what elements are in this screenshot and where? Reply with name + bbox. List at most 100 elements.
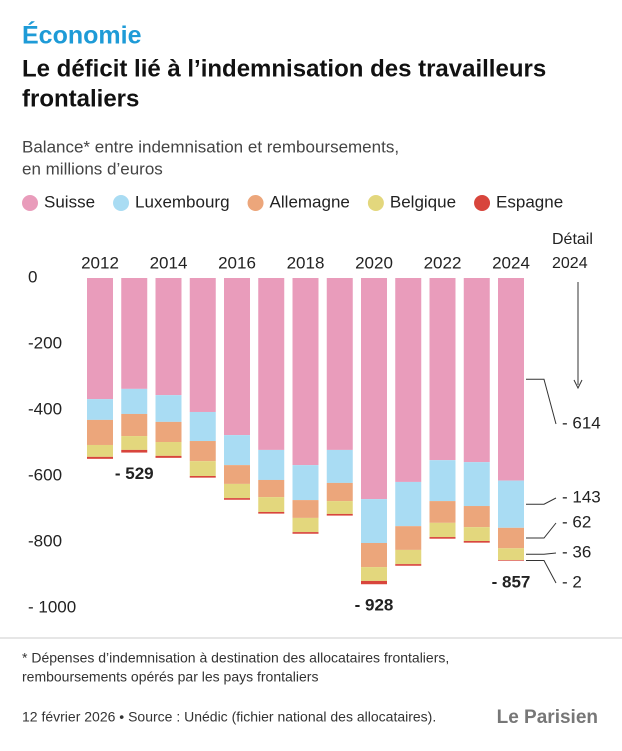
bar-segment bbox=[498, 527, 524, 549]
bar-segment bbox=[498, 548, 524, 561]
source: 12 février 2026 • Source : Unédic (fichi… bbox=[22, 709, 436, 725]
legend-label: Luxembourg bbox=[135, 192, 230, 211]
bar-segment bbox=[87, 419, 113, 445]
bar-segment bbox=[224, 435, 250, 466]
x-tick-label: 2022 bbox=[424, 253, 462, 272]
leader-line bbox=[526, 378, 557, 425]
bar-segment bbox=[498, 480, 524, 528]
bar-segment bbox=[87, 278, 113, 400]
y-tick-label: -200 bbox=[28, 333, 62, 352]
bar-segment bbox=[361, 499, 387, 543]
x-tick-label: 2014 bbox=[150, 253, 188, 272]
bar-segment bbox=[395, 481, 422, 527]
total-label: - 857 bbox=[492, 572, 531, 591]
bar-segment bbox=[155, 278, 182, 396]
bar-segment bbox=[258, 497, 285, 512]
detail-title: Détail bbox=[552, 231, 593, 248]
bar-segment bbox=[326, 501, 353, 514]
legend-swatch bbox=[474, 195, 491, 211]
bar-segment bbox=[498, 278, 524, 481]
bar-segment bbox=[189, 278, 216, 412]
y-tick-label: - 1000 bbox=[28, 597, 76, 616]
x-tick-label: 2020 bbox=[355, 253, 393, 272]
bar-segment bbox=[155, 442, 182, 456]
bar-segment bbox=[326, 449, 353, 483]
legend-label: Belgique bbox=[390, 192, 456, 211]
bar-segment bbox=[463, 541, 490, 543]
detail-label: - 143 bbox=[562, 487, 601, 506]
bar-segment bbox=[292, 500, 319, 518]
y-tick-label: 0 bbox=[28, 267, 37, 286]
legend-swatch bbox=[22, 195, 38, 211]
bar-segment bbox=[395, 526, 422, 550]
detail-label: - 2 bbox=[562, 572, 582, 591]
footnote: * Dépenses d’indemnisation à destination… bbox=[22, 650, 449, 666]
subtitle: Balance* entre indemnisation et rembours… bbox=[22, 137, 399, 156]
subtitle: en millions d’euros bbox=[22, 159, 163, 178]
bar-segment bbox=[361, 278, 387, 500]
bar-segment bbox=[292, 532, 319, 534]
bar-segment bbox=[429, 537, 456, 539]
chart-title: Le déficit lié à l’indemnisation des tra… bbox=[22, 55, 546, 82]
detail-arrow-head bbox=[573, 379, 583, 390]
bar-segment bbox=[429, 460, 456, 502]
legend-label: Suisse bbox=[44, 192, 95, 211]
bar-segment bbox=[189, 441, 216, 462]
bar-segment bbox=[258, 479, 285, 498]
x-tick-label: 2018 bbox=[287, 253, 325, 272]
bar-segment bbox=[292, 278, 319, 466]
bar-segment bbox=[326, 513, 353, 516]
bar-segment bbox=[87, 456, 113, 459]
bar-segment bbox=[258, 511, 285, 514]
footnote: remboursements opérés par les pays front… bbox=[22, 669, 318, 685]
detail-label: - 614 bbox=[562, 413, 601, 432]
bar-segment bbox=[224, 498, 250, 500]
bar-segment bbox=[326, 278, 353, 450]
bar-segment bbox=[429, 501, 456, 523]
bar-segment bbox=[292, 517, 319, 533]
leader-line bbox=[526, 552, 557, 555]
logo: Le Parisien bbox=[497, 707, 598, 728]
bar-segment bbox=[258, 278, 285, 450]
bar-segment bbox=[361, 580, 387, 585]
detail-title: 2024 bbox=[552, 255, 588, 272]
bar-segment bbox=[189, 411, 216, 442]
bar-segment bbox=[429, 522, 456, 538]
bar-segment bbox=[121, 388, 148, 414]
bar-segment bbox=[326, 482, 353, 502]
bar-segment bbox=[361, 567, 387, 581]
bar-segment bbox=[498, 560, 524, 561]
legend-swatch bbox=[367, 195, 384, 211]
legend-label: Espagne bbox=[496, 192, 563, 211]
x-tick-label: 2024 bbox=[492, 253, 530, 272]
y-tick-label: -600 bbox=[28, 465, 62, 484]
bar-segment bbox=[395, 278, 422, 482]
x-tick-label: 2012 bbox=[81, 253, 119, 272]
bar-segment bbox=[155, 395, 182, 422]
detail-label: - 36 bbox=[562, 542, 591, 561]
bar-segment bbox=[189, 461, 216, 476]
leader-line bbox=[526, 497, 557, 505]
bar-segment bbox=[87, 444, 113, 457]
bar-segment bbox=[224, 483, 250, 499]
bar-segment bbox=[258, 449, 285, 480]
bar-segment bbox=[463, 527, 490, 542]
bar-segment bbox=[429, 278, 456, 461]
bar-segment bbox=[463, 278, 490, 463]
bar-segment bbox=[189, 476, 216, 478]
header: Économie bbox=[22, 21, 142, 50]
chart-title: frontaliers bbox=[22, 85, 139, 112]
bar-segment bbox=[463, 506, 490, 528]
bar-segment bbox=[121, 436, 148, 450]
bar-segment bbox=[463, 462, 490, 507]
bar-segment bbox=[155, 455, 182, 458]
bar-segment bbox=[292, 465, 319, 501]
bar-segment bbox=[395, 549, 422, 565]
bar-segment bbox=[121, 278, 148, 389]
bar-segment bbox=[155, 421, 182, 443]
leader-line bbox=[526, 522, 557, 539]
detail-label: - 62 bbox=[562, 512, 591, 531]
bar-segment bbox=[121, 449, 148, 453]
bar-segment bbox=[224, 278, 250, 436]
